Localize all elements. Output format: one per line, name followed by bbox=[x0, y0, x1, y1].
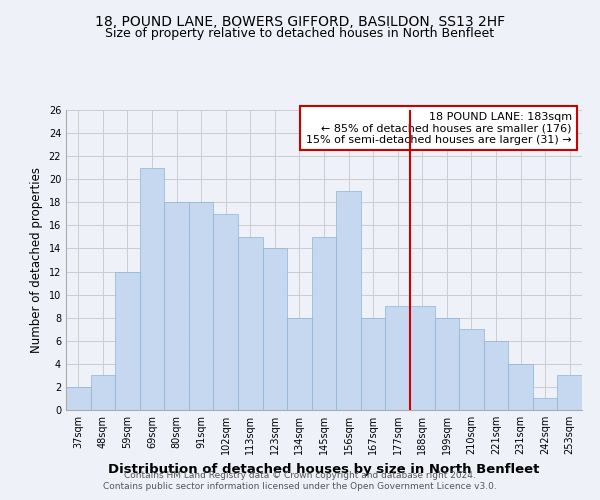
Bar bbox=[508, 364, 533, 410]
Bar bbox=[484, 341, 508, 410]
Text: 18, POUND LANE, BOWERS GIFFORD, BASILDON, SS13 2HF: 18, POUND LANE, BOWERS GIFFORD, BASILDON… bbox=[95, 15, 505, 29]
Bar bbox=[214, 214, 238, 410]
Bar bbox=[410, 306, 434, 410]
Bar bbox=[91, 376, 115, 410]
Bar bbox=[66, 387, 91, 410]
Text: Size of property relative to detached houses in North Benfleet: Size of property relative to detached ho… bbox=[106, 28, 494, 40]
X-axis label: Distribution of detached houses by size in North Benfleet: Distribution of detached houses by size … bbox=[109, 462, 539, 475]
Bar bbox=[434, 318, 459, 410]
Bar bbox=[361, 318, 385, 410]
Bar bbox=[336, 191, 361, 410]
Text: Contains public sector information licensed under the Open Government Licence v3: Contains public sector information licen… bbox=[103, 482, 497, 491]
Bar bbox=[140, 168, 164, 410]
Bar bbox=[115, 272, 140, 410]
Bar bbox=[263, 248, 287, 410]
Bar bbox=[238, 237, 263, 410]
Bar bbox=[557, 376, 582, 410]
Text: Contains HM Land Registry data © Crown copyright and database right 2024.: Contains HM Land Registry data © Crown c… bbox=[124, 471, 476, 480]
Y-axis label: Number of detached properties: Number of detached properties bbox=[30, 167, 43, 353]
Bar bbox=[312, 237, 336, 410]
Bar bbox=[189, 202, 214, 410]
Bar bbox=[385, 306, 410, 410]
Bar bbox=[533, 398, 557, 410]
Text: 18 POUND LANE: 183sqm
← 85% of detached houses are smaller (176)
15% of semi-det: 18 POUND LANE: 183sqm ← 85% of detached … bbox=[306, 112, 572, 144]
Bar bbox=[164, 202, 189, 410]
Bar bbox=[459, 329, 484, 410]
Bar bbox=[287, 318, 312, 410]
